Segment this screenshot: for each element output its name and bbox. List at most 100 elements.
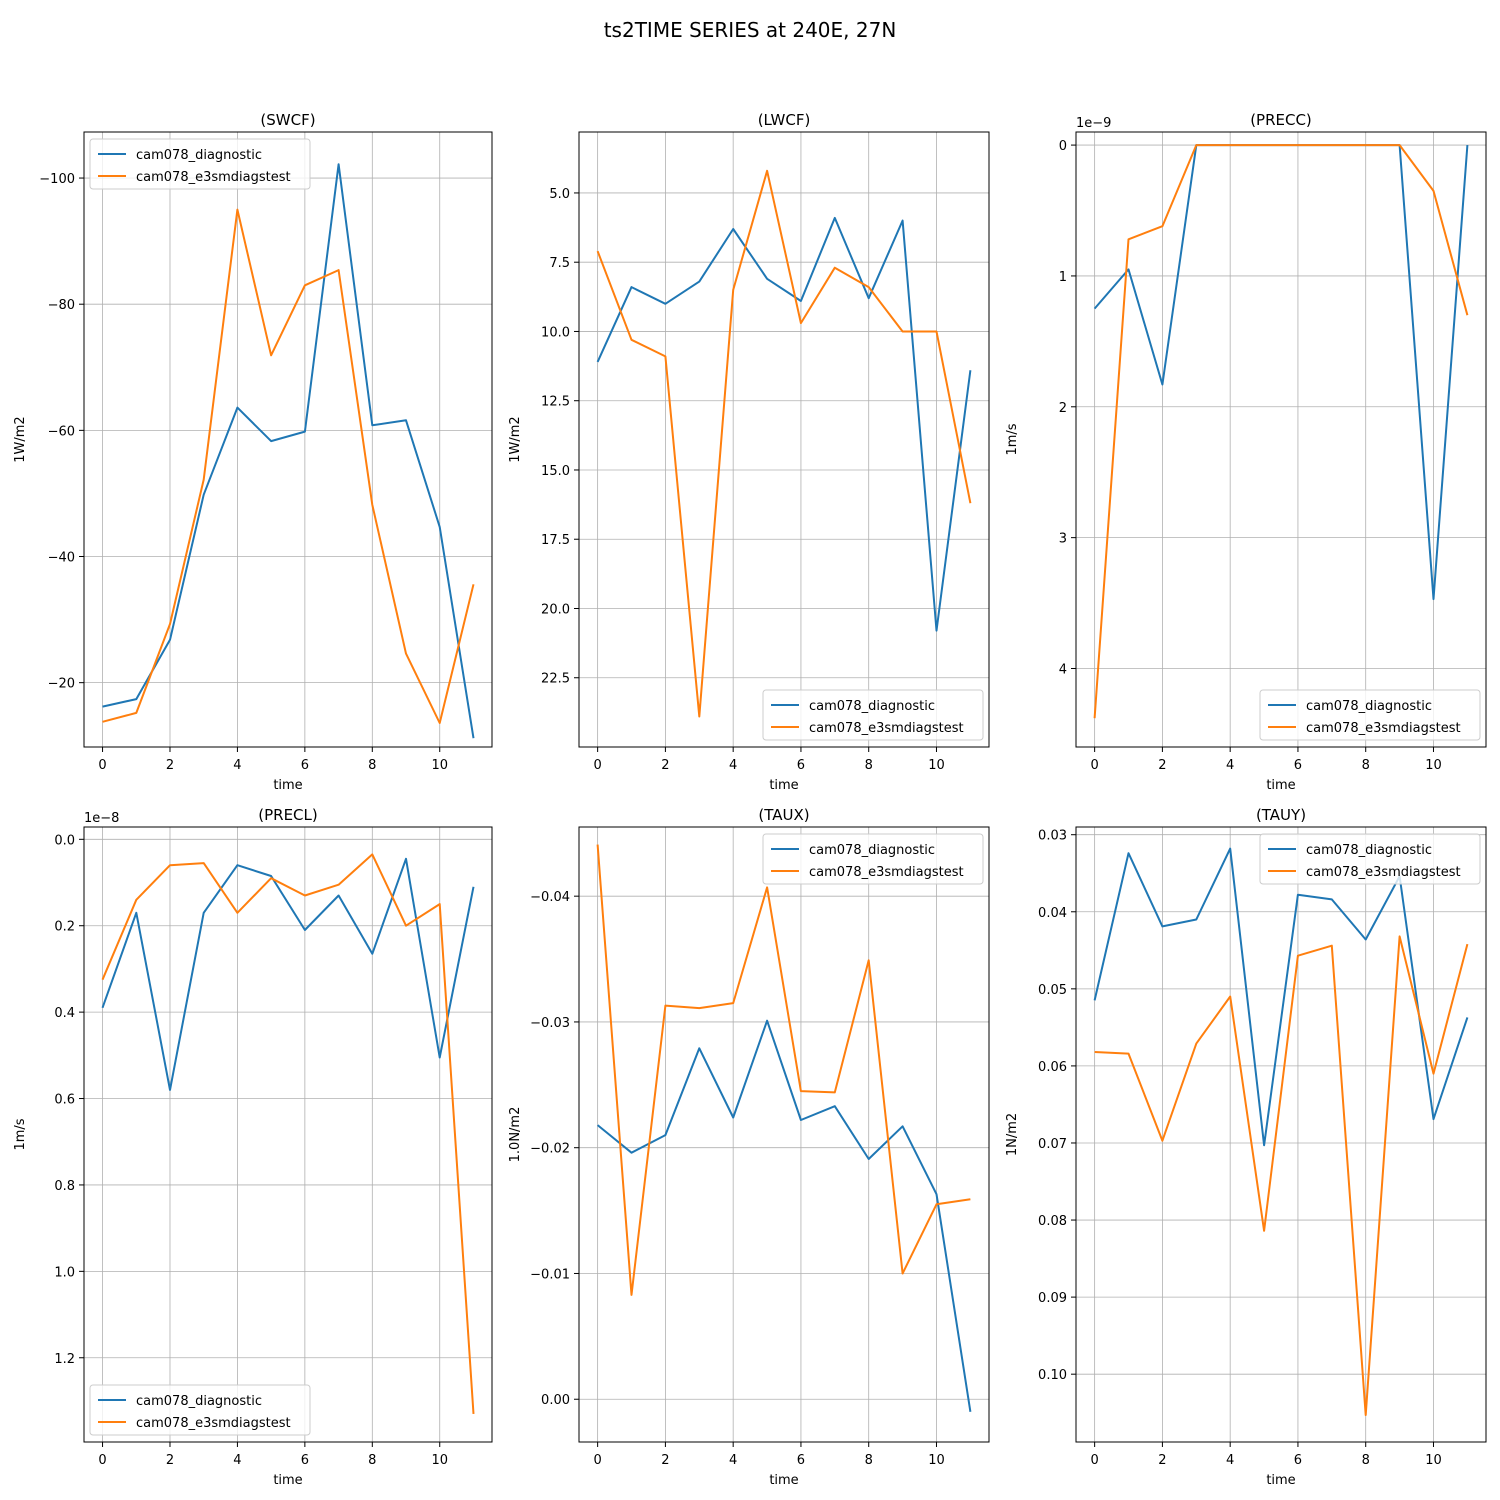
legend-box bbox=[89, 138, 311, 190]
axes-frame bbox=[578, 131, 990, 748]
legend-box bbox=[1259, 689, 1481, 741]
y-tick-label: 0.05 bbox=[1038, 983, 1067, 998]
panel-0: 0 2 4 6 8 10 −20 −40 −60 −80 −100 (SWCF) time 1W/m2 ca… bbox=[13, 111, 493, 793]
y-tick-label: 0.09 bbox=[1038, 1291, 1067, 1306]
panel-2: 0 2 4 6 8 10 0 1 2 3 4 (PRECC) time 1m/s 1e−9 cam078_di… bbox=[1005, 111, 1487, 793]
x-axis-label: time bbox=[1266, 1473, 1295, 1488]
series-line-cam078_e3smdiagstest bbox=[596, 169, 972, 718]
legend-entry: cam078_diagnostic bbox=[809, 699, 935, 714]
x-tick-label: 8 bbox=[865, 1453, 873, 1468]
y-tick-label: 3 bbox=[1059, 532, 1067, 547]
y-axis-label: 1m/s bbox=[1005, 423, 1020, 455]
x-axis-label: time bbox=[769, 778, 798, 793]
y-tick-label: 1.0 bbox=[54, 1265, 75, 1280]
x-axis-label: time bbox=[769, 1473, 798, 1488]
x-tick-label: 4 bbox=[233, 1453, 241, 1468]
x-axis-label: time bbox=[273, 778, 302, 793]
legend-entry: cam078_e3smdiagstest bbox=[1306, 865, 1461, 880]
axes-frame bbox=[578, 826, 990, 1443]
legend-box bbox=[762, 689, 984, 741]
legend-box bbox=[89, 1384, 311, 1436]
x-tick-label: 8 bbox=[1362, 758, 1370, 773]
x-tick-label: 0 bbox=[1090, 758, 1098, 773]
series-line-cam078_diagnostic bbox=[102, 163, 475, 739]
x-tick-label: 0 bbox=[593, 1453, 601, 1468]
y-axis-label: 1W/m2 bbox=[508, 416, 523, 462]
series-line-cam078_e3smdiagstest bbox=[101, 853, 475, 1414]
x-tick-label: 2 bbox=[661, 1453, 669, 1468]
legend-entry: cam078_e3smdiagstest bbox=[136, 1416, 291, 1431]
x-tick-label: 2 bbox=[166, 758, 174, 773]
panels: 0 2 4 6 8 10−20−40−60−80−100(SWCF)time1W/m2ca… bbox=[13, 111, 1487, 1488]
x-tick-label: 6 bbox=[797, 758, 805, 773]
x-axis-label: time bbox=[1266, 778, 1295, 793]
y-tick-label: 1.2 bbox=[54, 1352, 75, 1367]
legend-entry: cam078_diagnostic bbox=[136, 148, 262, 163]
y-tick-label: −20 bbox=[48, 677, 75, 692]
y-tick-label: 0.07 bbox=[1038, 1137, 1067, 1152]
legend-entry: cam078_diagnostic bbox=[1306, 699, 1432, 714]
y-tick-label: −0.01 bbox=[530, 1267, 570, 1282]
legend: cam078_diagnostic cam078_e3smdiagstest bbox=[89, 1384, 311, 1436]
legend-entry: cam078_e3smdiagstest bbox=[809, 865, 964, 880]
x-tick-label: 0 bbox=[1090, 1453, 1098, 1468]
x-tick-label: 8 bbox=[368, 758, 376, 773]
y-tick-label: 0.8 bbox=[54, 1179, 75, 1194]
y-axis-label: 1W/m2 bbox=[13, 416, 28, 462]
x-tick-label: 6 bbox=[301, 1453, 309, 1468]
y-tick-label: 0.6 bbox=[54, 1093, 75, 1108]
x-tick-label: 6 bbox=[1294, 1453, 1302, 1468]
y-tick-label: −40 bbox=[48, 551, 75, 566]
series-line-cam078_diagnostic bbox=[596, 1019, 972, 1412]
x-tick-label: 4 bbox=[233, 758, 241, 773]
y-tick-label: 22.5 bbox=[541, 672, 570, 687]
series-line-cam078_diagnostic bbox=[596, 216, 972, 632]
x-tick-label: 10 bbox=[431, 1453, 448, 1468]
series-line-cam078_diagnostic bbox=[101, 857, 475, 1091]
y-tick-label: 0.03 bbox=[1038, 829, 1067, 844]
axes-title: (PRECL) bbox=[258, 806, 317, 824]
x-tick-label: 8 bbox=[368, 1453, 376, 1468]
legend-box bbox=[1259, 833, 1481, 885]
y-tick-label: −0.04 bbox=[530, 890, 570, 905]
legend: cam078_diagnostic cam078_e3smdiagstest bbox=[762, 833, 984, 885]
x-tick-label: 2 bbox=[166, 1453, 174, 1468]
y-tick-label: −60 bbox=[48, 424, 75, 439]
y-offset-text: 1e−8 bbox=[84, 811, 119, 826]
x-tick-label: 10 bbox=[928, 758, 945, 773]
legend-entry: cam078_e3smdiagstest bbox=[136, 170, 291, 185]
axes-title: (PRECC) bbox=[1250, 111, 1312, 129]
y-tick-label: −0.02 bbox=[530, 1142, 570, 1157]
x-tick-label: 8 bbox=[865, 758, 873, 773]
x-tick-label: 2 bbox=[1158, 1453, 1166, 1468]
legend: cam078_diagnostic cam078_e3smdiagstest bbox=[89, 138, 311, 190]
y-tick-label: −100 bbox=[39, 172, 75, 187]
figure-title: ts2TIME SERIES at 240E, 27N bbox=[604, 18, 897, 42]
x-tick-label: 0 bbox=[593, 758, 601, 773]
y-tick-label: 0.4 bbox=[54, 1006, 75, 1021]
y-tick-label: 2 bbox=[1059, 401, 1067, 416]
series-line-cam078_e3smdiagstest bbox=[1093, 144, 1469, 719]
y-tick-label: 0.10 bbox=[1038, 1368, 1067, 1383]
y-tick-label: 0 bbox=[1059, 139, 1067, 154]
x-tick-label: 4 bbox=[729, 1453, 737, 1468]
y-axis-label: 1N/m2 bbox=[1005, 1113, 1020, 1156]
panel-3: 0 2 4 6 8 10 0.0 0.2 0.4 0.6 0.8 1.0 1.2 (PRECL) time 1… bbox=[13, 806, 493, 1488]
series-line-cam078_e3smdiagstest bbox=[1094, 935, 1469, 1416]
axes-frame bbox=[83, 826, 493, 1443]
legend: cam078_diagnostic cam078_e3smdiagstest bbox=[762, 689, 984, 741]
y-tick-label: 17.5 bbox=[541, 533, 570, 548]
y-tick-label: 12.5 bbox=[541, 395, 570, 410]
y-tick-label: 0.06 bbox=[1038, 1060, 1067, 1075]
y-tick-label: 0.00 bbox=[541, 1393, 570, 1408]
panel-4: 0 2 4 6 8 10 0.00 −0.01 −0.02 −0.03 −0.04 (TAUX) tim… bbox=[508, 806, 990, 1488]
legend: cam078_diagnostic cam078_e3smdiagstest bbox=[1259, 833, 1481, 885]
x-tick-label: 6 bbox=[301, 758, 309, 773]
panel-5: 0 2 4 6 8 10 0.03 0.04 0.05 0.06 0.07 0.08 0.09 0.10 (… bbox=[1005, 806, 1487, 1488]
y-tick-label: −80 bbox=[48, 298, 75, 313]
x-tick-label: 6 bbox=[797, 1453, 805, 1468]
legend-entry: cam078_diagnostic bbox=[1306, 843, 1432, 858]
y-tick-label: 4 bbox=[1059, 662, 1067, 677]
y-axis-label: 1.0N/m2 bbox=[508, 1107, 523, 1163]
